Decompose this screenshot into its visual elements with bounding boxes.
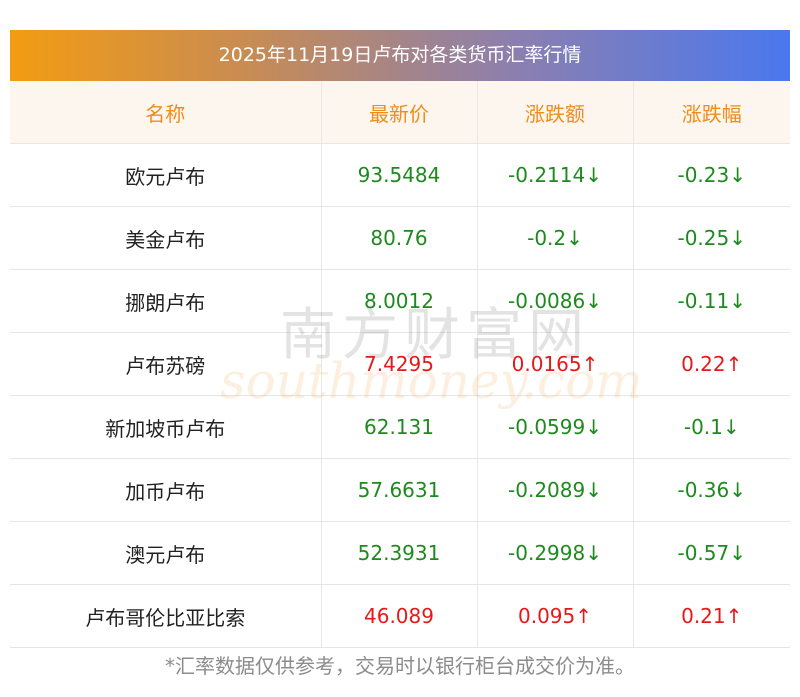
price-cell: 7.4295 (321, 332, 478, 396)
change-cell: -0.0599↓ (477, 395, 634, 459)
table-row: 新加坡币卢布 62.131 -0.0599↓ -0.1↓ (10, 395, 790, 459)
pct-cell: 0.22↑ (633, 332, 790, 396)
pct-cell: 0.21↑ (633, 584, 790, 648)
name-cell: 美金卢布 (10, 206, 322, 270)
price-cell: 52.3931 (321, 521, 478, 585)
pct-cell: -0.57↓ (633, 521, 790, 585)
table-row: 美金卢布 80.76 -0.2↓ -0.25↓ (10, 206, 790, 270)
price-cell: 93.5484 (321, 143, 478, 207)
pct-cell: -0.25↓ (633, 206, 790, 270)
rate-table: 名称 最新价 涨跌额 涨跌幅 欧元卢布 93.5484 -0.2114↓ -0.23↓… (10, 81, 790, 648)
change-cell: -0.2998↓ (477, 521, 634, 585)
price-cell: 8.0012 (321, 269, 478, 333)
exchange-rate-card: 2025年11月19日卢布对各类货币汇率行情 名称 最新价 涨跌额 涨跌幅 欧元… (10, 30, 790, 648)
header-pct: 涨跌幅 (633, 81, 790, 144)
table-row: 卢布苏磅 7.4295 0.0165↑ 0.22↑ (10, 332, 790, 396)
name-cell: 新加坡币卢布 (10, 395, 322, 459)
price-cell: 46.089 (321, 584, 478, 648)
name-cell: 挪朗卢布 (10, 269, 322, 333)
price-cell: 62.131 (321, 395, 478, 459)
pct-cell: -0.1↓ (633, 395, 790, 459)
name-cell: 加币卢布 (10, 458, 322, 522)
table-row: 欧元卢布 93.5484 -0.2114↓ -0.23↓ (10, 143, 790, 207)
change-cell: -0.0086↓ (477, 269, 634, 333)
table-row: 加币卢布 57.6631 -0.2089↓ -0.36↓ (10, 458, 790, 522)
header-price: 最新价 (321, 81, 478, 144)
table-header-row: 名称 最新价 涨跌额 涨跌幅 (10, 81, 790, 144)
table-row: 卢布哥伦比亚比索 46.089 0.095↑ 0.21↑ (10, 584, 790, 648)
change-cell: -0.2114↓ (477, 143, 634, 207)
name-cell: 卢布哥伦比亚比索 (10, 584, 322, 648)
name-cell: 澳元卢布 (10, 521, 322, 585)
change-cell: 0.095↑ (477, 584, 634, 648)
pct-cell: -0.23↓ (633, 143, 790, 207)
pct-cell: -0.36↓ (633, 458, 790, 522)
header-name: 名称 (10, 81, 322, 144)
header-change: 涨跌额 (477, 81, 634, 144)
change-cell: -0.2089↓ (477, 458, 634, 522)
name-cell: 卢布苏磅 (10, 332, 322, 396)
table-row: 澳元卢布 52.3931 -0.2998↓ -0.57↓ (10, 521, 790, 585)
table-row: 挪朗卢布 8.0012 -0.0086↓ -0.11↓ (10, 269, 790, 333)
footnote: *汇率数据仅供参考，交易时以银行柜台成交价为准。 (165, 654, 635, 678)
table-title: 2025年11月19日卢布对各类货币汇率行情 (10, 30, 790, 81)
name-cell: 欧元卢布 (10, 143, 322, 207)
pct-cell: -0.11↓ (633, 269, 790, 333)
change-cell: 0.0165↑ (477, 332, 634, 396)
change-cell: -0.2↓ (477, 206, 634, 270)
price-cell: 57.6631 (321, 458, 478, 522)
price-cell: 80.76 (321, 206, 478, 270)
